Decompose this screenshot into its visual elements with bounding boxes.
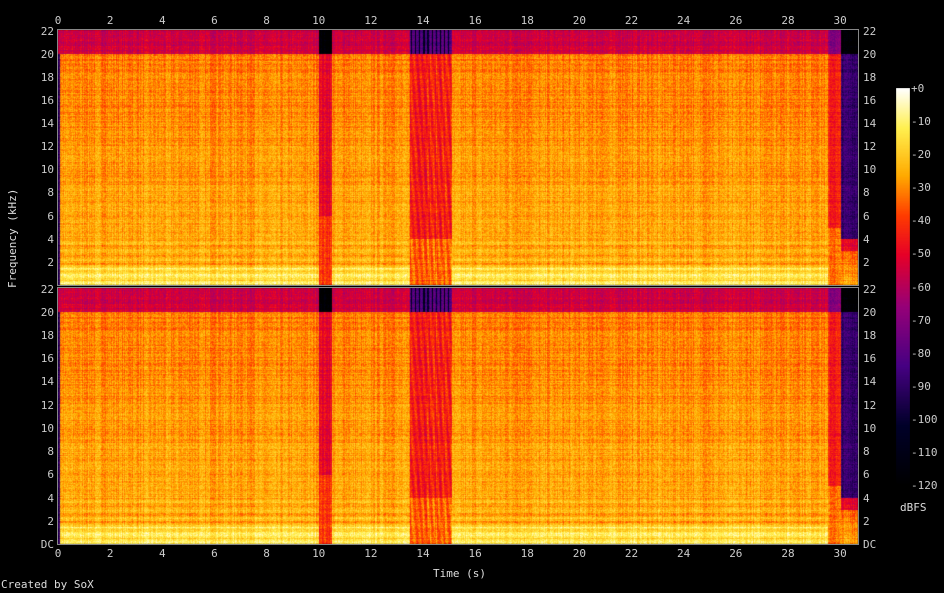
y-axis-label: Frequency (kHz) bbox=[6, 188, 19, 288]
y-tick-right-ch1: 8 bbox=[863, 186, 870, 200]
y-tick-right-ch2: 8 bbox=[863, 445, 870, 459]
y-tick-left-ch1: 16 bbox=[40, 93, 54, 107]
y-tick-right-ch2: 22 bbox=[863, 282, 877, 296]
y-tick-left-ch2: DC bbox=[40, 538, 54, 551]
x-tick-bottom: 20 bbox=[572, 547, 587, 560]
x-tick-top: 18 bbox=[520, 14, 534, 27]
x-tick-top: 2 bbox=[106, 14, 114, 27]
x-axis-label: Time (s) bbox=[433, 567, 486, 580]
y-tick-right-ch2: 12 bbox=[863, 398, 877, 412]
y-tick-left-ch2: 18 bbox=[40, 329, 54, 343]
colorbar-tick: -120 bbox=[911, 479, 938, 492]
x-tick-bottom: 28 bbox=[781, 547, 795, 560]
x-tick-bottom: 18 bbox=[520, 547, 534, 560]
x-tick-bottom: 22 bbox=[624, 547, 639, 560]
x-tick-top: 26 bbox=[729, 14, 743, 27]
x-tick-bottom: 30 bbox=[833, 547, 847, 560]
x-tick-bottom: 14 bbox=[416, 547, 430, 560]
colorbar-tick: -20 bbox=[911, 148, 931, 162]
x-tick-top: 20 bbox=[572, 14, 587, 27]
x-tick-top: 6 bbox=[211, 14, 218, 27]
y-tick-right-ch2: 20 bbox=[863, 305, 877, 319]
colorbar-tick: -70 bbox=[911, 313, 931, 327]
x-tick-top: 16 bbox=[468, 14, 482, 27]
y-tick-right-ch1: 20 bbox=[863, 47, 877, 61]
x-tick-bottom: 8 bbox=[263, 547, 270, 560]
x-tick-bottom: 4 bbox=[158, 547, 166, 560]
y-tick-right-ch1: 10 bbox=[863, 163, 877, 177]
x-tick-bottom: 12 bbox=[364, 547, 378, 560]
y-tick-left-ch2: 8 bbox=[47, 445, 54, 459]
y-tick-right-ch1: 12 bbox=[863, 140, 877, 154]
x-tick-top: 10 bbox=[312, 14, 326, 27]
x-tick-top: 8 bbox=[263, 14, 270, 27]
y-tick-right-ch1: 18 bbox=[863, 70, 877, 84]
x-tick-bottom: 10 bbox=[312, 547, 326, 560]
colorbar-tick: -40 bbox=[911, 214, 931, 228]
y-tick-left-ch1: 6 bbox=[47, 209, 54, 223]
y-tick-left-ch2: 12 bbox=[40, 398, 54, 412]
y-tick-left-ch1: 10 bbox=[40, 163, 54, 177]
y-tick-left-ch2: 6 bbox=[47, 468, 54, 482]
colorbar-tick: -60 bbox=[911, 280, 931, 294]
colorbar-label: dBFS bbox=[900, 501, 927, 514]
sox-credit: Created by SoX bbox=[1, 578, 94, 591]
y-tick-left-ch2: 2 bbox=[47, 514, 54, 528]
colorbar-tick: -100 bbox=[911, 412, 938, 426]
y-tick-left-ch1: 18 bbox=[40, 70, 54, 84]
y-tick-left-ch2: 22 bbox=[40, 282, 54, 296]
y-tick-right-ch2: 6 bbox=[863, 468, 870, 482]
y-tick-left-ch2: 10 bbox=[40, 421, 54, 435]
y-tick-left-ch1: 12 bbox=[40, 140, 54, 154]
x-tick-top: 28 bbox=[781, 14, 795, 27]
colorbar-tick: -10 bbox=[911, 115, 931, 129]
x-tick-top: 0 bbox=[54, 14, 62, 27]
y-tick-right-ch2: DC bbox=[863, 538, 877, 551]
x-tick-bottom: 0 bbox=[54, 547, 62, 560]
y-tick-right-ch2: 14 bbox=[863, 375, 877, 389]
y-tick-left-ch2: 16 bbox=[40, 352, 54, 366]
y-tick-left-ch2: 14 bbox=[40, 375, 54, 389]
x-tick-bottom: 24 bbox=[677, 547, 691, 560]
y-tick-left-ch2: 4 bbox=[47, 491, 54, 505]
colorbar-tick: +0 bbox=[911, 82, 925, 95]
x-tick-top: 14 bbox=[416, 14, 430, 27]
y-tick-right-ch2: 18 bbox=[863, 329, 877, 343]
x-tick-top: 24 bbox=[677, 14, 691, 27]
x-tick-bottom: 2 bbox=[106, 547, 114, 560]
x-tick-top: 22 bbox=[624, 14, 639, 27]
y-tick-right-ch2: 4 bbox=[863, 491, 870, 505]
y-tick-right-ch1: 6 bbox=[863, 209, 870, 223]
y-tick-left-ch2: 20 bbox=[40, 305, 54, 319]
colorbar-tick: -50 bbox=[911, 247, 931, 261]
y-tick-left-ch1: 14 bbox=[40, 117, 54, 131]
colorbar-tick: -90 bbox=[911, 379, 931, 393]
x-tick-top: 12 bbox=[364, 14, 378, 27]
y-tick-right-ch1: 16 bbox=[863, 93, 877, 107]
y-tick-left-ch1: 8 bbox=[47, 186, 54, 200]
x-tick-bottom: 16 bbox=[468, 547, 482, 560]
x-tick-top: 4 bbox=[158, 14, 166, 27]
colorbar-tick: -30 bbox=[911, 181, 931, 195]
y-tick-right-ch1: 22 bbox=[863, 24, 877, 38]
y-tick-left-ch1: 4 bbox=[47, 232, 54, 246]
y-tick-right-ch1: 2 bbox=[863, 255, 870, 269]
y-tick-right-ch2: 16 bbox=[863, 352, 877, 366]
x-tick-top: 30 bbox=[833, 14, 847, 27]
colorbar-tick: -110 bbox=[911, 445, 938, 459]
y-tick-left-ch1: 20 bbox=[40, 47, 54, 61]
y-tick-right-ch2: 10 bbox=[863, 421, 877, 435]
y-tick-right-ch2: 2 bbox=[863, 514, 870, 528]
x-tick-bottom: 6 bbox=[211, 547, 218, 560]
y-tick-right-ch1: 14 bbox=[863, 117, 877, 131]
x-tick-bottom: 26 bbox=[729, 547, 743, 560]
y-tick-left-ch1: 2 bbox=[47, 255, 54, 269]
y-tick-left-ch1: 22 bbox=[40, 24, 54, 38]
colorbar-tick: -80 bbox=[911, 346, 931, 360]
y-tick-right-ch1: 4 bbox=[863, 232, 870, 246]
